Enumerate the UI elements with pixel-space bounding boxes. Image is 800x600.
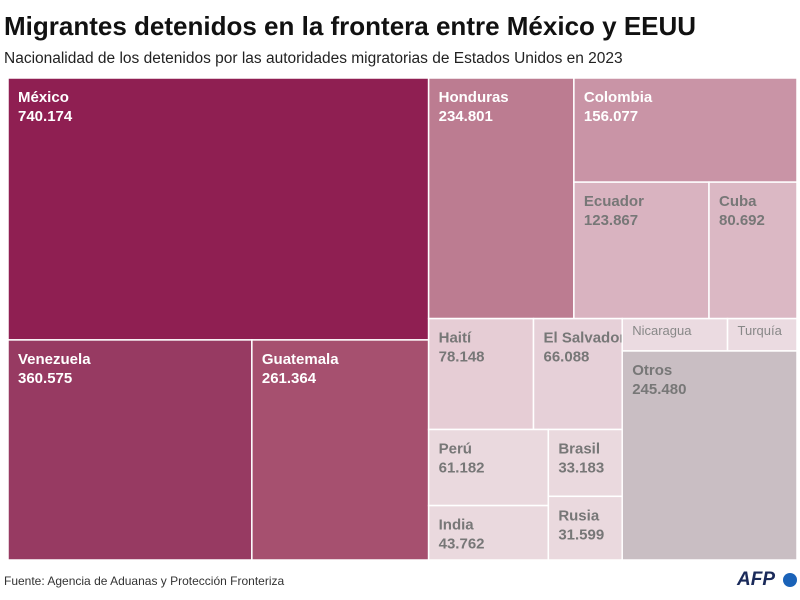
tile-label: México bbox=[18, 89, 69, 106]
tile-value: 61.182 bbox=[439, 459, 485, 476]
tile-value: 80.692 bbox=[719, 212, 765, 229]
tile-value: 31.599 bbox=[558, 526, 604, 543]
tile bbox=[7, 339, 253, 561]
tile-label: Turquía bbox=[738, 323, 783, 338]
tile-label: El Salvador bbox=[544, 330, 626, 347]
tile-label: Haití bbox=[439, 330, 472, 347]
logo: AFP bbox=[736, 569, 775, 590]
tile-value: 245.480 bbox=[632, 381, 686, 398]
tile-value: 740.174 bbox=[18, 108, 73, 125]
source: Fuente: Agencia de Aduanas y Protección … bbox=[4, 574, 284, 588]
tile-value: 43.762 bbox=[439, 536, 485, 553]
tile bbox=[573, 77, 798, 183]
tile bbox=[251, 339, 430, 561]
tile-value: 123.867 bbox=[584, 212, 638, 229]
tile-value: 360.575 bbox=[18, 370, 72, 387]
tile-label: Ecuador bbox=[584, 193, 644, 210]
tile bbox=[547, 428, 623, 498]
tile-label: Nicaragua bbox=[632, 323, 692, 338]
tile bbox=[621, 350, 798, 561]
tile-label: Cuba bbox=[719, 193, 757, 210]
tile-value: 33.183 bbox=[558, 459, 604, 476]
tile-label: Venezuela bbox=[18, 351, 91, 368]
tile bbox=[547, 495, 623, 561]
chart-title: Migrantes detenidos en la frontera entre… bbox=[4, 11, 696, 41]
tile bbox=[427, 77, 575, 320]
tile bbox=[573, 181, 710, 320]
tile bbox=[427, 428, 550, 507]
tile-value: 66.088 bbox=[544, 349, 590, 366]
tile-label: Rusia bbox=[558, 507, 600, 524]
tile-label: Guatemala bbox=[262, 351, 339, 368]
tile-label: Colombia bbox=[584, 89, 653, 106]
tile-value: 261.364 bbox=[262, 370, 317, 387]
tile-label: Brasil bbox=[558, 440, 600, 457]
tile-value: 78.148 bbox=[439, 349, 485, 366]
tile-label: Honduras bbox=[439, 89, 509, 106]
tile-label: Otros bbox=[632, 362, 672, 379]
tile-label: Perú bbox=[439, 440, 472, 457]
tile-label: India bbox=[439, 517, 475, 534]
tile-value: 156.077 bbox=[584, 108, 638, 125]
tile bbox=[7, 77, 430, 341]
tile-value: 234.801 bbox=[439, 108, 493, 125]
logo-mark bbox=[783, 573, 797, 587]
tile bbox=[427, 317, 535, 431]
chart-subtitle: Nacionalidad de los detenidos por las au… bbox=[4, 50, 623, 67]
tile bbox=[621, 317, 729, 352]
